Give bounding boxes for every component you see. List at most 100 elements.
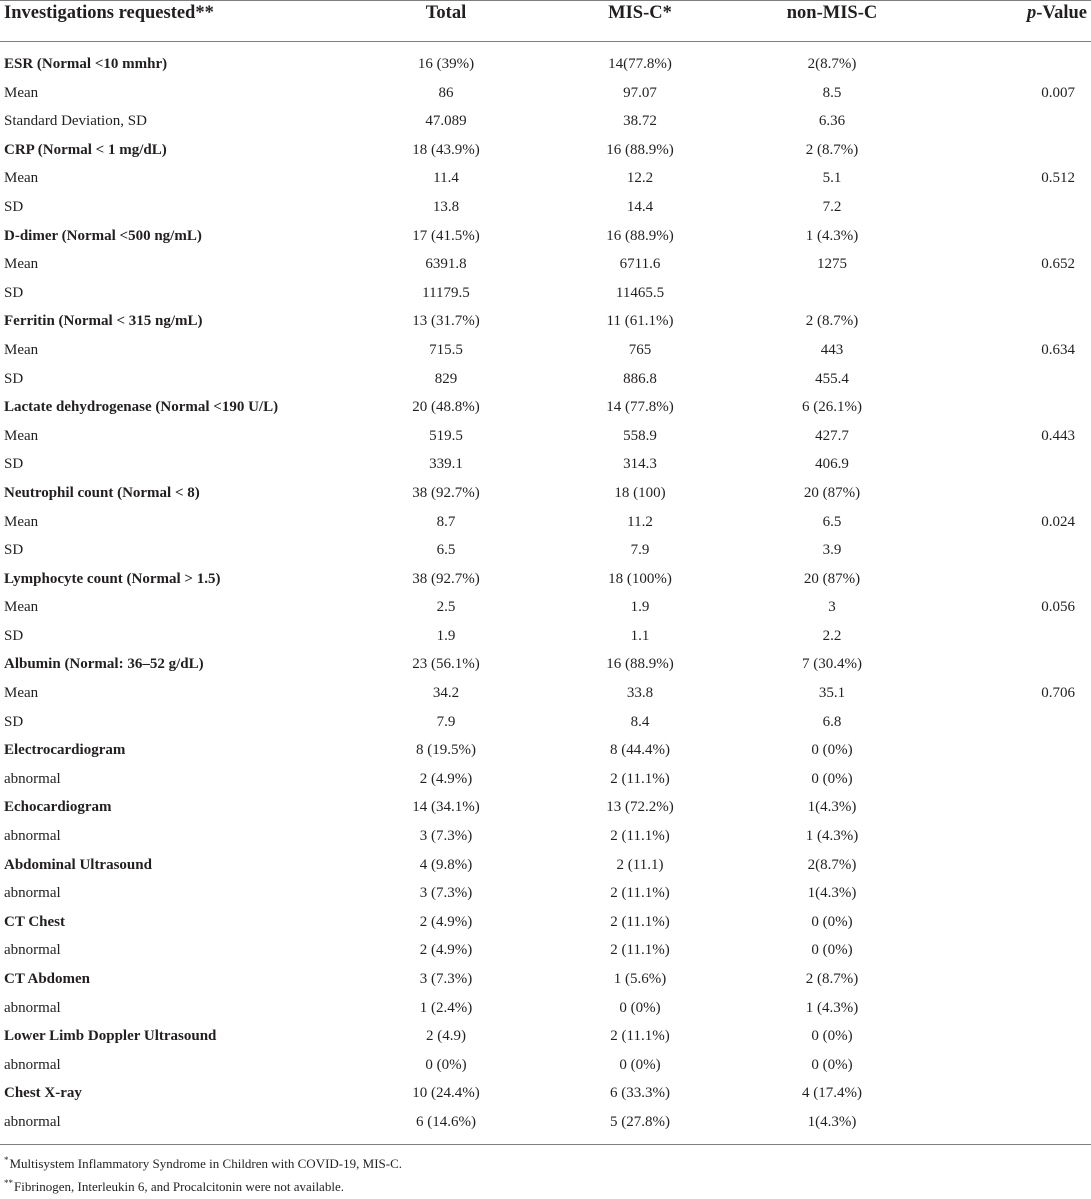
cell-total: 829: [434, 370, 458, 387]
table-group-row: Neutrophil count (Normal < 8) 38 (92.7%) 1…: [0, 479, 1091, 508]
cell-non-misc: 2(8.7%): [807, 856, 857, 873]
cell-non-misc: 6.36: [818, 113, 846, 130]
cell-total: 1.9: [436, 627, 456, 644]
footnote-2-mark: **: [4, 1178, 13, 1188]
table-row: SD 13.8 14.4 7.2: [0, 193, 1091, 222]
cell-label: ESR (Normal <10 mmhr): [4, 56, 168, 72]
cell-label: Mean: [4, 256, 39, 273]
cell-total: 339.1: [429, 456, 463, 473]
table-top-rule: [0, 0, 1091, 1]
cell-non-misc: 0 (0%): [811, 1028, 853, 1045]
cell-total: 2 (4.9): [426, 1028, 466, 1045]
cell-label: SD: [4, 627, 24, 644]
cell-total: 2 (4.9%): [419, 913, 473, 930]
cell-total: 14 (34.1%): [412, 799, 480, 816]
table-row: abnormal 2 (4.9%) 2 (11.1%) 0 (0%): [0, 765, 1091, 794]
cell-misc: 2 (11.1): [616, 856, 664, 873]
cell-misc: 11465.5: [615, 284, 665, 301]
table-row: SD 829 886.8 455.4: [0, 365, 1091, 394]
cell-non-misc: 406.9: [815, 456, 849, 473]
cell-non-misc: 4 (17.4%): [802, 1085, 862, 1102]
cell-total: 23 (56.1%): [412, 656, 480, 673]
cell-total: 47.089: [425, 113, 467, 130]
cell-total: 2 (4.9%): [419, 942, 473, 959]
cell-non-misc: 3.9: [822, 542, 842, 559]
footnote-1: *Multisystem Inflammatory Syndrome in Ch…: [4, 1155, 402, 1172]
cell-non-misc: 2 (8.7%): [805, 971, 859, 987]
cell-total: 13 (31.7%): [412, 313, 480, 330]
cell-misc: 2 (11.1%): [610, 885, 670, 902]
cell-non-misc: 2 (8.7%): [805, 313, 859, 330]
table-row: SD 6.5 7.9 3.9: [0, 536, 1091, 565]
cell-misc: 11 (61.1%): [606, 313, 674, 330]
cell-misc: 2 (11.1%): [610, 942, 670, 959]
cell-label: Electrocardiogram: [4, 742, 126, 759]
cell-total: 38 (92.7%): [412, 570, 480, 587]
cell-label: Ferritin (Normal < 315 ng/mL): [4, 313, 203, 330]
cell-total: 519.5: [429, 427, 463, 444]
cell-label: Mean: [4, 341, 39, 358]
cell-non-misc: 2.2: [822, 627, 842, 644]
cell-misc: 11.2: [627, 513, 653, 530]
cell-total: 10 (24.4%): [412, 1085, 480, 1102]
table-row: Mean 8.7 11.2 6.5 0.024: [0, 508, 1091, 537]
cell-non-misc: 1 (4.3%): [805, 999, 859, 1016]
cell-total: 18 (43.9%): [412, 141, 480, 158]
table-row: Mean 6391.8 6711.6 1275 0.652: [0, 250, 1091, 279]
cell-total: 34.2: [432, 685, 460, 702]
footnote-1-text: Multisystem Inflammatory Syndrome in Chi…: [9, 1156, 403, 1171]
table-group-row: Echocardiogram 14 (34.1%) 13 (72.2%) 1(4.3%…: [0, 793, 1091, 822]
cell-misc: 18 (100): [614, 484, 666, 501]
table-row: Mean 715.5 765 443 0.634: [0, 336, 1091, 365]
cell-label: SD: [4, 370, 24, 387]
cell-total: 11179.5: [422, 284, 470, 301]
cell-label: Albumin (Normal: 36–52 g/dL): [4, 656, 204, 673]
cell-total: 2 (4.9%): [419, 770, 473, 787]
table-group-row: CT Abdomen 3 (7.3%) 1 (5.6%) 2 (8.7%): [0, 965, 1091, 994]
cell-misc: 0 (0%): [619, 999, 661, 1016]
cell-total: 715.5: [429, 341, 463, 358]
cell-misc: 7.9: [630, 542, 650, 559]
cell-label: SD: [4, 198, 24, 215]
cell-misc: 0 (0%): [619, 1056, 661, 1073]
table-group-row: ESR (Normal <10 mmhr) 16 (39%) 14(77.8%) 2(…: [0, 50, 1091, 79]
cell-label: Lymphocyte count (Normal > 1.5): [4, 570, 221, 587]
cell-label: abnormal: [4, 999, 61, 1016]
cell-non-misc: 1 (4.3%): [805, 227, 859, 244]
cell-misc: 14(77.8%): [608, 56, 672, 72]
table-group-row: Electrocardiogram 8 (19.5%) 8 (44.4%) 0 (0%…: [0, 736, 1091, 765]
cell-misc: 765: [628, 341, 652, 358]
cell-total: 20 (48.8%): [412, 399, 480, 416]
cell-total: 1 (2.4%): [419, 999, 473, 1016]
cell-label: Mean: [4, 170, 39, 187]
cell-non-misc: 0 (0%): [811, 742, 853, 759]
cell-non-misc: 7.2: [822, 198, 842, 215]
cell-p-value: 0.706: [1041, 685, 1075, 702]
cell-misc: 33.8: [626, 685, 654, 702]
cell-label: Abdominal Ultrasound: [4, 856, 152, 873]
cell-label: abnormal: [4, 1113, 61, 1130]
cell-non-misc: 6.8: [822, 713, 842, 730]
cell-misc: 1 (5.6%): [613, 971, 667, 987]
cell-misc: 314.3: [623, 456, 657, 473]
cell-non-misc: 2 (8.7%): [805, 141, 859, 158]
header-total: Total: [425, 3, 467, 23]
cell-total: 6 (14.6%): [416, 1113, 476, 1130]
cell-misc: 2 (11.1%): [610, 770, 670, 787]
cell-label: SD: [4, 713, 24, 730]
table-row: abnormal 3 (7.3%) 2 (11.1%) 1(4.3%): [0, 879, 1091, 908]
table-row: Standard Deviation, SD 47.089 38.72 6.36: [0, 107, 1091, 136]
cell-label: Mean: [4, 84, 39, 101]
cell-non-misc: 20 (87%): [803, 570, 861, 587]
cell-misc: 13 (72.2%): [606, 799, 674, 816]
cell-non-misc: 35.1: [818, 685, 846, 702]
cell-label: D-dimer (Normal <500 ng/mL): [4, 227, 202, 244]
cell-label: CT Chest: [4, 913, 65, 930]
footnote-2: **Fibrinogen, Interleukin 6, and Procalc…: [4, 1178, 344, 1195]
cell-label: abnormal: [4, 885, 61, 902]
cell-misc: 5 (27.8%): [610, 1113, 670, 1130]
cell-non-misc: 2(8.7%): [807, 56, 857, 72]
cell-label: abnormal: [4, 942, 61, 959]
table-row: abnormal 0 (0%) 0 (0%) 0 (0%): [0, 1051, 1091, 1080]
cell-label: Mean: [4, 427, 39, 444]
